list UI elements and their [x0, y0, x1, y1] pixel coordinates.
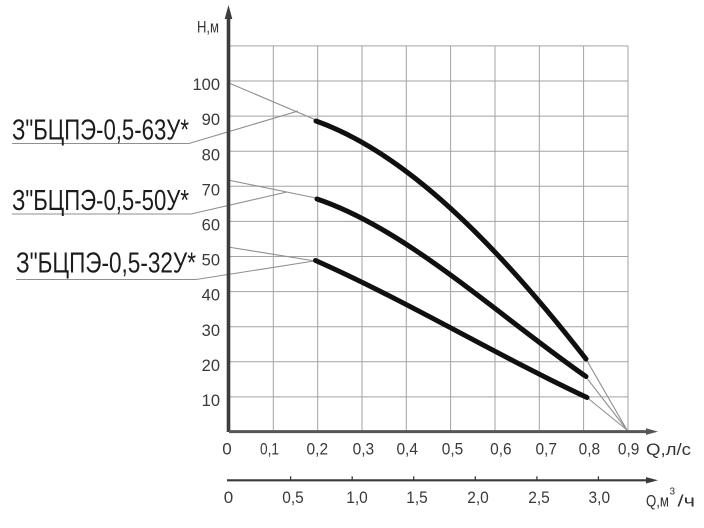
svg-text:0,1: 0,1 [260, 440, 279, 459]
svg-text:0,7: 0,7 [535, 440, 557, 459]
svg-text:0,4: 0,4 [396, 440, 418, 459]
svg-text:Q,м: Q,м [646, 492, 669, 511]
svg-text:60: 60 [202, 217, 220, 235]
svg-text:Н,м: Н,м [197, 18, 219, 37]
svg-text:0: 0 [224, 488, 233, 507]
svg-text:90: 90 [202, 111, 220, 129]
svg-text:2,5: 2,5 [528, 488, 550, 507]
svg-text:/ч: /ч [678, 492, 696, 511]
svg-text:0,9: 0,9 [618, 440, 640, 459]
svg-text:2,0: 2,0 [467, 488, 489, 507]
svg-text:З"БЦПЭ-0,5-50У*: З"БЦПЭ-0,5-50У* [12, 185, 189, 217]
svg-text:З"БЦПЭ-0,5-32У*: З"БЦПЭ-0,5-32У* [16, 248, 196, 280]
svg-text:50: 50 [202, 252, 220, 270]
svg-text:10: 10 [202, 392, 220, 410]
svg-text:80: 80 [202, 146, 220, 164]
svg-text:0,3: 0,3 [353, 440, 375, 459]
svg-text:1,0: 1,0 [346, 488, 368, 507]
svg-text:Q,л/с: Q,л/с [646, 440, 692, 459]
svg-text:40: 40 [202, 287, 220, 305]
svg-text:100: 100 [192, 76, 220, 94]
svg-text:3: 3 [670, 487, 676, 498]
svg-text:70: 70 [202, 181, 220, 199]
svg-text:20: 20 [202, 357, 220, 375]
svg-text:0,2: 0,2 [307, 440, 329, 459]
svg-text:0,5: 0,5 [442, 440, 464, 459]
svg-text:З"БЦПЭ-0,5-63У*: З"БЦПЭ-0,5-63У* [12, 114, 189, 146]
svg-text:3,0: 3,0 [589, 488, 611, 507]
svg-text:0: 0 [222, 440, 231, 459]
svg-text:30: 30 [202, 322, 220, 340]
svg-text:0,5: 0,5 [282, 488, 304, 507]
svg-text:0,6: 0,6 [490, 440, 512, 459]
svg-text:1,5: 1,5 [406, 488, 428, 507]
svg-text:0,8: 0,8 [579, 440, 601, 459]
